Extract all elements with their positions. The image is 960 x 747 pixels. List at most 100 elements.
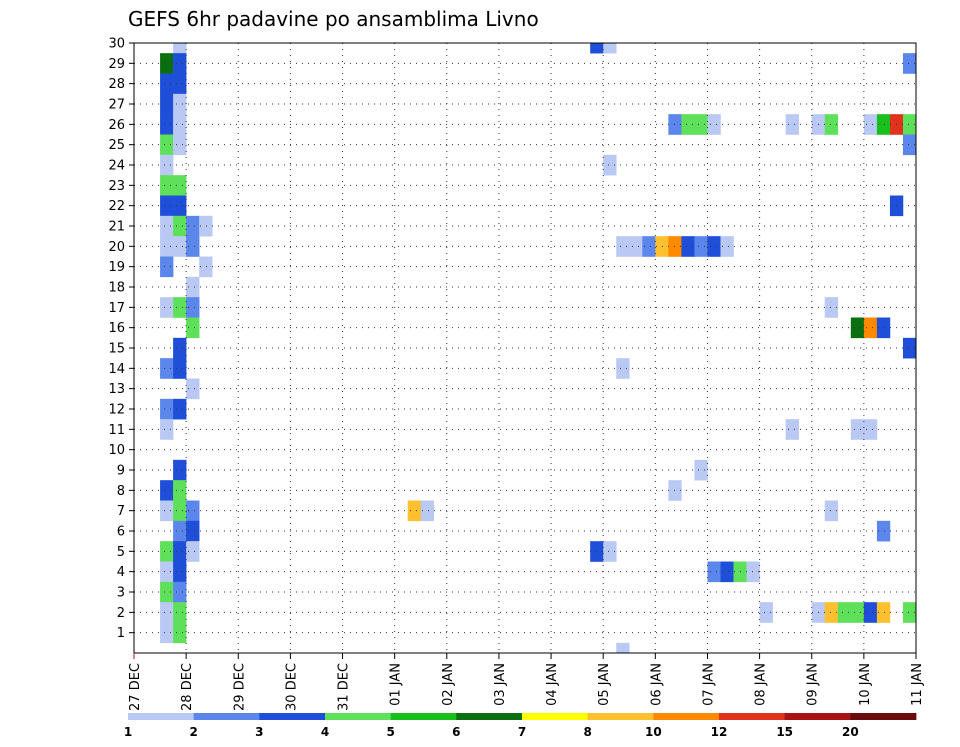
colorbar-label: 1 <box>124 725 132 739</box>
x-tick-label: 27 DEC <box>128 663 143 711</box>
colorbar-swatch <box>850 713 917 720</box>
heatmap-cell <box>616 358 630 379</box>
y-tick-label: 1 <box>117 626 125 641</box>
gridlines <box>134 42 916 653</box>
heatmap-cell <box>681 236 695 257</box>
colorbar-swatch <box>522 713 589 720</box>
heatmap-cell <box>694 114 708 135</box>
heatmap-cell <box>173 480 187 501</box>
colorbar: 1 2 3 4 5 6 7 8 10 12 15 20 <box>124 713 917 739</box>
colorbar-label: 8 <box>583 725 591 739</box>
heatmap-cells <box>160 43 917 654</box>
x-tick-label: 10 JAN <box>858 663 873 706</box>
heatmap-cell <box>876 602 891 623</box>
heatmap-cell <box>876 317 891 339</box>
colorbar-label: 3 <box>255 725 263 739</box>
y-tick-label: 30 <box>108 37 125 52</box>
heatmap-cell <box>160 398 174 420</box>
heatmap-cell <box>668 114 682 135</box>
y-tick-label: 20 <box>108 240 125 255</box>
x-tick-label: 02 JAN <box>441 663 456 706</box>
heatmap-cell <box>160 154 174 176</box>
heatmap-cell <box>707 114 721 135</box>
heatmap-cell <box>902 134 917 156</box>
colorbar-label: 15 <box>776 725 793 739</box>
heatmap-cell <box>186 236 200 257</box>
heatmap-cell <box>863 602 878 623</box>
colorbar-label: 7 <box>518 725 526 739</box>
heatmap-cell <box>160 500 174 522</box>
colorbar-swatch <box>456 713 523 720</box>
heatmap-cell <box>694 236 708 257</box>
y-tick-label: 3 <box>117 586 125 601</box>
colorbar-swatch <box>128 713 195 720</box>
heatmap-cell <box>173 53 187 74</box>
heatmap-cell <box>629 236 643 257</box>
heatmap-cell <box>668 236 682 257</box>
y-tick-label: 15 <box>108 342 125 357</box>
x-tick-label: 09 JAN <box>806 663 821 706</box>
heatmap-cell <box>160 622 174 644</box>
heatmap-cell <box>160 581 174 603</box>
x-tick-label: 28 DEC <box>180 663 195 711</box>
y-tick-label: 5 <box>117 545 125 560</box>
x-tick-label: 29 DEC <box>232 663 247 711</box>
colorbar-swatch <box>653 713 720 720</box>
heatmap-cell <box>720 236 734 257</box>
y-tick-label: 28 <box>108 77 125 92</box>
x-tick-label: 30 DEC <box>284 663 299 711</box>
heatmap-cell <box>160 93 174 115</box>
heatmap-cell <box>160 358 174 379</box>
colorbar-label: 20 <box>842 725 859 739</box>
x-tick-label: 07 JAN <box>701 663 716 706</box>
colorbar-label: 5 <box>386 725 394 739</box>
colorbar-swatch <box>719 713 786 720</box>
y-tick-label: 16 <box>108 321 125 336</box>
heatmap-cell <box>590 43 604 54</box>
heatmap-cell <box>173 581 187 603</box>
heatmap-cell <box>407 500 422 522</box>
heatmap-cell <box>173 215 187 237</box>
heatmap-cell <box>173 297 187 318</box>
heatmap-cell <box>199 215 213 237</box>
heatmap-cell <box>173 500 187 522</box>
heatmap-cell <box>160 480 174 501</box>
heatmap-cell <box>616 642 630 654</box>
y-tick-label: 11 <box>108 423 125 438</box>
heatmap-cell <box>850 602 865 623</box>
heatmap-cell <box>173 134 187 156</box>
heatmap-cell <box>603 541 617 562</box>
colorbar-swatch <box>587 713 654 720</box>
heatmap-cell <box>173 622 187 644</box>
heatmap-cell <box>668 480 682 501</box>
heatmap-cell <box>707 236 721 257</box>
heatmap-cell <box>902 602 917 623</box>
colorbar-label: 10 <box>645 725 662 739</box>
heatmap-cell <box>173 398 187 420</box>
y-tick-label: 7 <box>117 504 125 519</box>
heatmap-cell <box>173 175 187 196</box>
x-tick-label: 08 JAN <box>754 663 769 706</box>
heatmap-cell <box>173 337 187 359</box>
heatmap-cell <box>863 114 878 135</box>
x-tick-label: 04 JAN <box>545 663 560 706</box>
x-tick-label: 06 JAN <box>649 663 664 706</box>
y-tick-label: 2 <box>117 606 125 621</box>
chart-title: GEFS 6hr padavine po ansamblima Livno <box>128 7 539 31</box>
colorbar-label: 6 <box>452 725 460 739</box>
heatmap-cell <box>876 114 891 135</box>
heatmap-cell <box>863 317 878 339</box>
heatmap-cell <box>837 602 852 623</box>
heatmap-cell <box>160 256 174 278</box>
heatmap-cell <box>173 114 187 135</box>
heatmap-cell <box>707 561 721 583</box>
heatmap-cell <box>160 215 174 237</box>
y-tick-label: 22 <box>108 199 125 214</box>
heatmap-cell <box>160 134 174 156</box>
heatmap-cell <box>173 73 187 95</box>
y-tick-label: 4 <box>117 565 125 580</box>
x-axis: 27 DEC 28 DEC 29 DEC 30 DEC 31 DEC 01 JAN 02 J… <box>128 653 925 711</box>
colorbar-swatch <box>259 713 326 720</box>
heatmap-cell <box>642 236 656 257</box>
